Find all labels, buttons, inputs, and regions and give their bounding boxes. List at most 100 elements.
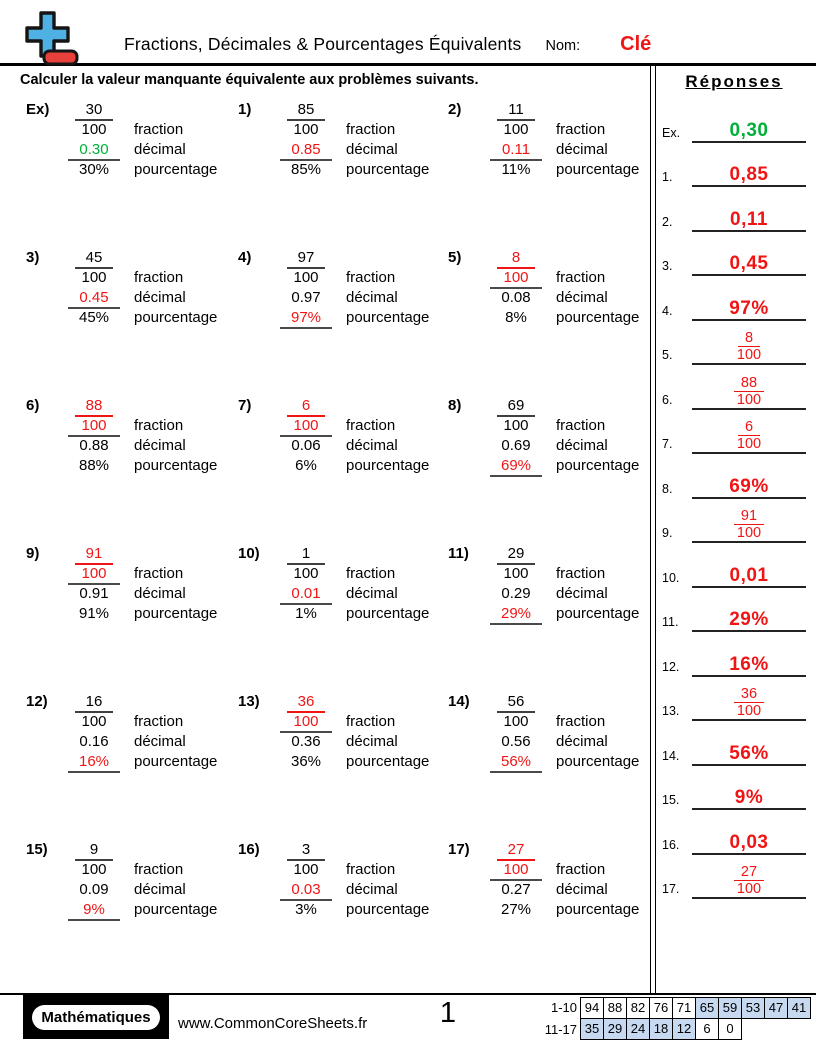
answers-heading: Réponses xyxy=(685,72,783,91)
percent-value: 91% xyxy=(78,605,110,622)
fraction-numerator: 11 xyxy=(497,100,535,121)
decimal-value: 0.27 xyxy=(501,881,531,898)
decimal-value: 0.45 xyxy=(68,288,120,309)
row-labels: fraction décimal pourcentage xyxy=(346,692,429,838)
value-stack: 9 100 0.09 9% xyxy=(66,840,122,986)
fraction-denominator: 100 xyxy=(503,713,529,730)
row-labels: fraction décimal pourcentage xyxy=(346,248,429,394)
footer: Mathématiques www.CommonCoreSheets.fr 1 … xyxy=(0,993,816,1056)
row-labels: fraction décimal pourcentage xyxy=(346,396,429,542)
answer-blank-line: 9% xyxy=(692,787,806,810)
percent-value: 36% xyxy=(290,753,322,770)
percent-label: pourcentage xyxy=(346,457,430,474)
value-stack: 29 100 0.29 29% xyxy=(488,544,544,690)
fraction-denominator: 100 xyxy=(81,861,107,878)
column-divider xyxy=(650,66,656,993)
answer-number: 4. xyxy=(662,303,673,318)
percent-label: pourcentage xyxy=(134,753,218,770)
fraction-numerator: 3 xyxy=(287,840,325,861)
problem: 14) 56 100 0.56 56% fraction décimal pou… xyxy=(448,690,658,838)
score-cell: 53 xyxy=(741,997,765,1019)
fraction-numerator: 9 xyxy=(75,840,113,861)
fraction-numerator: 16 xyxy=(75,692,113,713)
value-stack: 27 100 0.27 27% xyxy=(488,840,544,986)
percent-label: pourcentage xyxy=(556,901,640,918)
answer-value: 9% xyxy=(734,787,764,808)
answer-item: 16. 0,03 xyxy=(662,810,806,855)
percent-label: pourcentage xyxy=(346,901,430,918)
answer-value: 0,85 xyxy=(729,164,769,185)
fraction-denominator: 100 xyxy=(490,268,542,289)
answer-item: 15. 9% xyxy=(662,766,806,810)
brand-label: Mathématiques xyxy=(32,1004,160,1030)
row-labels: fraction décimal pourcentage xyxy=(134,840,217,986)
value-stack: 88 100 0.88 88% xyxy=(66,396,122,542)
answer-fraction-numerator: 27 xyxy=(733,864,765,881)
decimal-value: 0.56 xyxy=(501,733,531,750)
answer-number: 1. xyxy=(662,170,673,184)
answer-blank-line: 56% xyxy=(692,743,806,766)
percent-label: pourcentage xyxy=(346,753,430,770)
answer-number: 6. xyxy=(662,392,673,407)
answer-fraction-denominator: 100 xyxy=(736,881,762,897)
decimal-label: décimal xyxy=(556,733,608,750)
row-labels: fraction décimal pourcentage xyxy=(556,100,639,246)
decimal-value: 0.16 xyxy=(79,733,109,750)
row-labels: fraction décimal pourcentage xyxy=(346,544,429,690)
answer-number: 12. xyxy=(662,659,680,674)
answer-value: 56% xyxy=(729,742,769,764)
row-labels: fraction décimal pourcentage xyxy=(134,248,217,394)
score-range-label: 1-10 xyxy=(550,1000,577,1015)
answer-value: 0,01 xyxy=(729,564,769,586)
answer-value: 16% xyxy=(729,653,769,675)
answer-item: 8. 69% xyxy=(662,454,806,499)
score-table: 1-10 94 88 82 76 71 65 59 53 47 41 11-17 35 29 24 18 12 6… xyxy=(537,997,811,1040)
answer-blank-line: 8 100 xyxy=(692,329,806,365)
answer-number: 13. xyxy=(662,704,680,718)
percent-value: 56% xyxy=(490,752,542,773)
row-labels: fraction décimal pourcentage xyxy=(346,100,429,246)
problem-number: 16) xyxy=(238,841,260,858)
decimal-label: décimal xyxy=(556,141,608,158)
decimal-value: 0.01 xyxy=(280,584,332,605)
fraction-denominator: 100 xyxy=(81,121,107,138)
answer-item: 2. 0,11 xyxy=(662,187,806,232)
percent-label: pourcentage xyxy=(134,605,218,622)
score-cell: 12 xyxy=(672,1017,696,1040)
answer-blank-line: 29% xyxy=(692,609,806,632)
fraction-numerator: 29 xyxy=(497,544,535,565)
row-labels: fraction décimal pourcentage xyxy=(556,840,639,986)
problem-number: 11) xyxy=(448,545,469,562)
answer-value: 0,11 xyxy=(730,208,768,230)
value-stack: 85 100 0.85 85% xyxy=(278,100,334,246)
answers-list: Ex. 0,30 1. 0,85 2. 0,11 3. 0,45 4. 97% … xyxy=(662,98,806,899)
percent-label: pourcentage xyxy=(346,161,430,178)
percent-label: pourcentage xyxy=(134,309,218,326)
decimal-value: 0.03 xyxy=(280,880,332,901)
fraction-label: fraction xyxy=(346,417,396,434)
decimal-label: décimal xyxy=(346,585,398,602)
decimal-label: décimal xyxy=(134,733,186,750)
row-labels: fraction décimal pourcentage xyxy=(556,544,639,690)
score-cell: 29 xyxy=(603,1017,627,1040)
problem-number: 6) xyxy=(26,397,40,414)
decimal-value: 0.30 xyxy=(68,140,120,161)
fraction-denominator: 100 xyxy=(293,565,319,582)
page-number: 1 xyxy=(439,997,457,1029)
score-cell: 65 xyxy=(695,997,719,1019)
percent-label: pourcentage xyxy=(556,753,640,770)
row-labels: fraction décimal pourcentage xyxy=(556,248,639,394)
problem: 15) 9 100 0.09 9% fraction décimal pourc… xyxy=(26,838,238,986)
decimal-label: décimal xyxy=(556,289,608,306)
value-stack: 3 100 0.03 3% xyxy=(278,840,334,986)
fraction-label: fraction xyxy=(134,713,184,730)
percent-label: pourcentage xyxy=(556,309,640,326)
percent-value: 29% xyxy=(490,604,542,625)
website-link[interactable]: www.CommonCoreSheets.fr xyxy=(178,1015,368,1032)
value-stack: 8 100 0.08 8% xyxy=(488,248,544,394)
problem-number: 10) xyxy=(238,545,260,562)
fraction-label: fraction xyxy=(134,269,184,286)
answer-blank-line: 0,85 xyxy=(692,164,806,187)
answer-item: 17. 27 100 xyxy=(662,855,806,899)
value-stack: 91 100 0.91 91% xyxy=(66,544,122,690)
